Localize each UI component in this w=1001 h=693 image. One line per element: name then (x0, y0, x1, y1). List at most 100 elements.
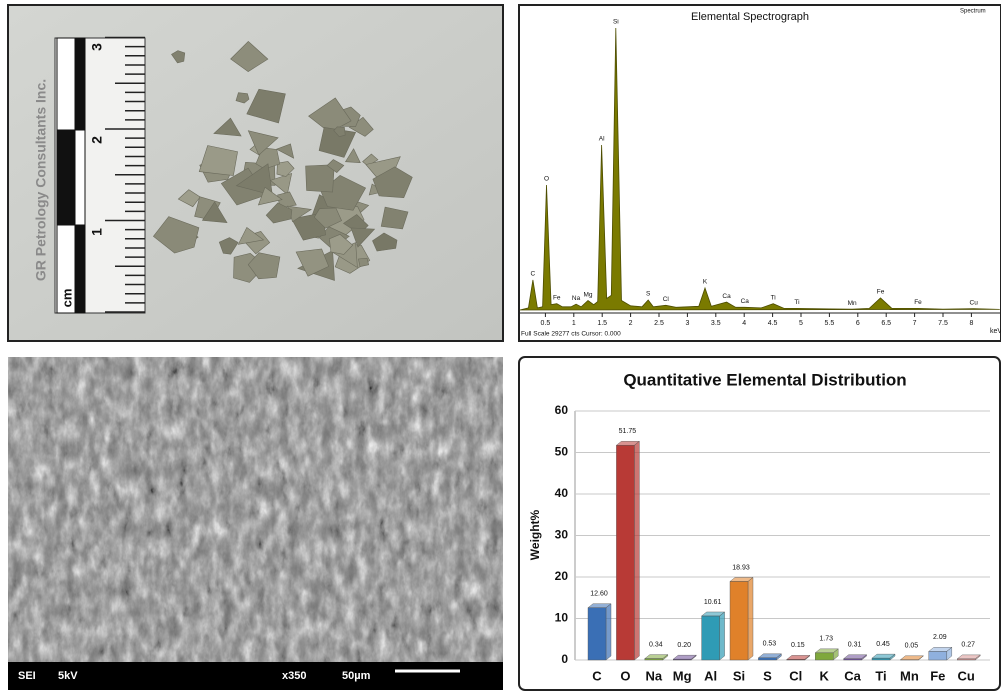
peak-label: Cu (970, 299, 979, 306)
ruler-block (57, 130, 75, 225)
x-tick-label: Ca (844, 668, 861, 683)
figure: GR Petrology Consultants Inc. cm 1 2 3 S… (0, 0, 1001, 693)
x-tick-label: K (820, 668, 830, 683)
x-tick-label: 3.5 (711, 320, 721, 327)
bar-side (634, 441, 639, 660)
x-tick-label: Mn (900, 668, 919, 683)
value-label: 0.53 (763, 641, 777, 648)
x-tick-label: Na (645, 668, 662, 683)
x-tick-label: Fe (930, 668, 945, 683)
value-label: 18.93 (732, 564, 750, 571)
peak-label: C (531, 271, 536, 278)
x-tick-label: 3 (685, 320, 689, 327)
peak-label: Fe (914, 299, 922, 306)
value-label: 12.60 (590, 591, 608, 598)
x-tick-label: 2.5 (654, 320, 664, 327)
ruler-block (57, 38, 75, 130)
sem-label: 50µm (342, 670, 371, 682)
x-tick-label: 2 (629, 320, 633, 327)
value-label: 51.75 (619, 428, 637, 435)
x-tick-label: Cl (789, 668, 802, 683)
sem-label: x350 (282, 670, 306, 682)
bar-side (606, 604, 611, 660)
ruler-block (75, 130, 85, 225)
y-tick-label: 0 (561, 652, 568, 666)
peak-label: Si (613, 19, 619, 26)
peak-label: Cl (663, 296, 670, 303)
value-label: 2.09 (933, 634, 947, 641)
peak-label: Ti (771, 294, 776, 301)
x-tick-label: Si (733, 668, 745, 683)
bar (929, 651, 947, 660)
sem-info-bar (8, 662, 503, 690)
x-tick-label: 5.5 (825, 320, 835, 327)
x-tick-label: 7 (913, 320, 917, 327)
value-label: 1.73 (819, 636, 833, 643)
value-label: 0.15 (791, 642, 805, 649)
sem-texture (8, 357, 503, 662)
bar (645, 659, 663, 660)
corner-label: Spectrum (960, 9, 986, 15)
value-label: 0.27 (961, 642, 975, 649)
x-tick-label: 8 (969, 320, 973, 327)
scale-label: 1 (89, 228, 105, 236)
ruler-block (75, 225, 85, 313)
bar (815, 653, 833, 660)
x-tick-label: 6 (856, 320, 860, 327)
x-axis-label: keV (990, 328, 1001, 335)
peak-label: Mg (583, 291, 592, 298)
bar (758, 658, 776, 660)
peak-label: Fe (877, 289, 885, 296)
y-tick-label: 10 (555, 611, 569, 625)
peak-label: Fe (553, 294, 561, 301)
sem-image: SEI 5kV x350 50µm (8, 357, 503, 690)
value-label: 10.61 (704, 599, 722, 606)
peak-label: Mn (848, 300, 857, 307)
y-tick-label: 30 (555, 528, 569, 542)
sample-photo: GR Petrology Consultants Inc. cm 1 2 3 (8, 5, 503, 341)
fragment (358, 258, 368, 266)
x-tick-label: 4 (742, 320, 746, 327)
x-tick-label: 5 (799, 320, 803, 327)
peak-label: Al (599, 136, 605, 143)
peak-label: S (646, 291, 651, 298)
footer: Full Scale 29277 cts Cursor: 0.000 (521, 331, 621, 338)
bar (730, 581, 748, 660)
peak-label: O (544, 176, 549, 183)
scale-ruler (55, 38, 145, 314)
y-axis-label: Weight% (528, 509, 542, 560)
x-tick-label: Cu (958, 668, 975, 683)
x-tick-label: O (620, 668, 630, 683)
peak-label: K (703, 279, 708, 286)
bar (588, 608, 606, 660)
value-label: 0.34 (649, 641, 663, 648)
x-tick-label: 6.5 (881, 320, 891, 327)
x-tick-label: Ti (875, 668, 886, 683)
bar-panel: Quantitative Elemental Distribution Weigh… (519, 357, 1000, 690)
chart-title: Elemental Spectrograph (691, 11, 809, 23)
x-tick-label: Mg (673, 668, 692, 683)
scale-unit: cm (59, 289, 74, 308)
value-label: 0.31 (848, 642, 862, 649)
chart-title: Quantitative Elemental Distribution (623, 370, 906, 389)
watermark: GR Petrology Consultants Inc. (33, 79, 49, 281)
y-tick-label: 60 (555, 403, 569, 417)
peak-label: Ti (794, 299, 799, 306)
sem-label: SEI (18, 670, 36, 682)
x-tick-label: S (763, 668, 772, 683)
fragment (306, 165, 335, 192)
y-tick-label: 20 (555, 569, 569, 583)
peak-label: Ca (722, 293, 731, 300)
bar (616, 445, 634, 660)
value-label: 0.05 (905, 643, 919, 650)
scale-label: 2 (89, 136, 105, 144)
x-tick-label: 7.5 (938, 320, 948, 327)
x-tick-label: 1.5 (597, 320, 607, 327)
y-tick-label: 40 (555, 486, 569, 500)
x-tick-label: 4.5 (768, 320, 778, 327)
bar-side (720, 612, 725, 660)
x-tick-label: 0.5 (541, 320, 551, 327)
y-tick-label: 50 (555, 445, 569, 459)
x-tick-label: C (592, 668, 602, 683)
